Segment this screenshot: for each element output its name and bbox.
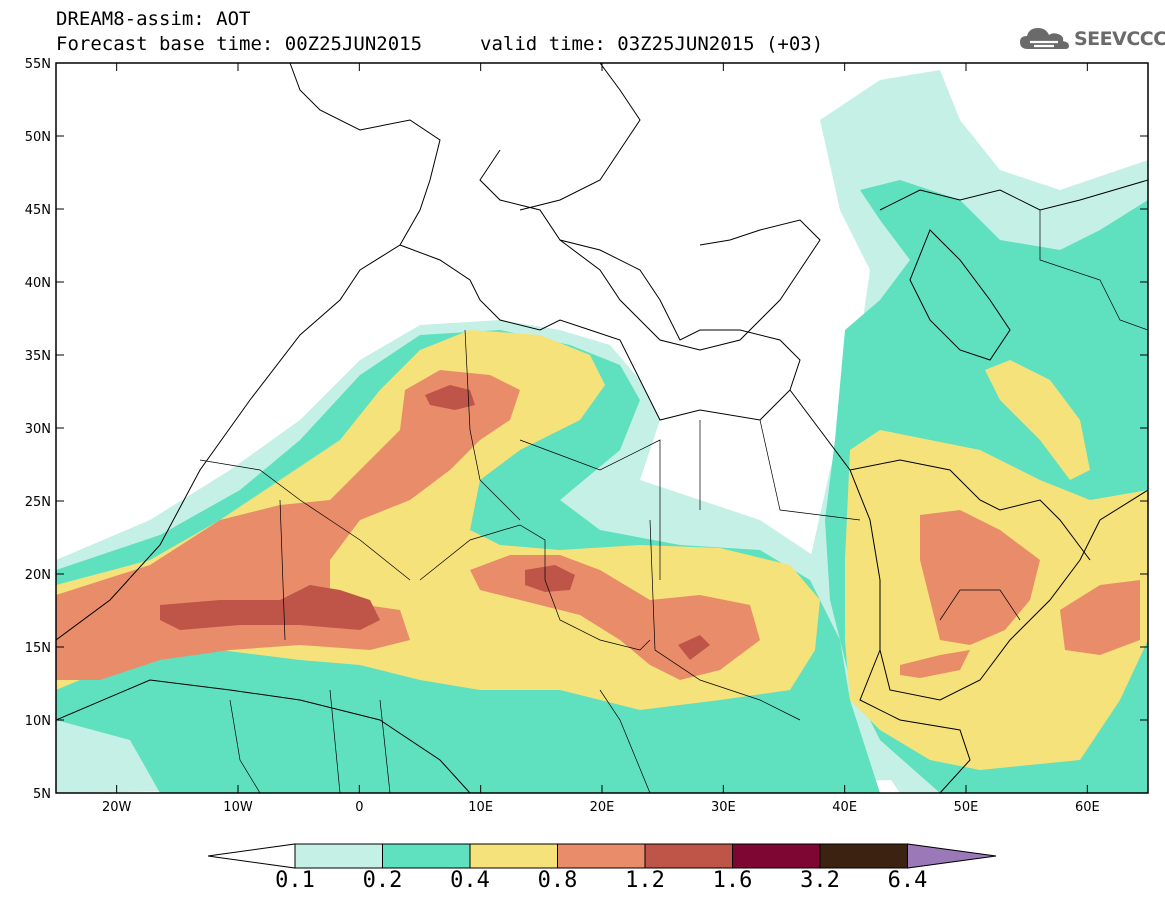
latitude-axis: 55N 50N 45N 40N 35N 30N 25N 20N 15N 10N 5N xyxy=(25,57,1148,802)
lon-tick-label: 50E xyxy=(954,800,979,815)
lon-tick-label: 40E xyxy=(832,800,857,815)
aot-band-0.8-arabian-sea xyxy=(1060,580,1140,655)
colorbar-level-label: 0.1 xyxy=(275,868,315,893)
aot-band-0.8 xyxy=(56,370,520,680)
colorbar-segment xyxy=(644,843,733,869)
lat-tick-label: 5N xyxy=(33,787,51,802)
colorbar-segment xyxy=(294,843,383,869)
colorbar-level-label: 0.4 xyxy=(450,868,490,893)
colorbar xyxy=(207,843,997,869)
logo-text: SEEVCCC xyxy=(1074,28,1165,50)
lat-tick-label: 35N xyxy=(25,349,51,364)
forecast-base-time: Forecast base time: 00Z25JUN2015 xyxy=(56,33,423,55)
cloud-logo-icon xyxy=(1020,28,1069,49)
lat-tick-label: 30N xyxy=(25,422,51,437)
dust-shading xyxy=(56,70,1148,793)
colorbar-segment xyxy=(469,843,558,869)
coastlines xyxy=(56,63,1148,793)
colorbar-level-label: 0.8 xyxy=(537,868,578,893)
lat-tick-label: 20N xyxy=(25,568,51,583)
lat-tick-label: 25N xyxy=(25,495,51,510)
aot-band-1.2-north xyxy=(425,385,475,410)
lat-tick-label: 10N xyxy=(25,714,51,729)
lat-tick-label: 40N xyxy=(25,276,51,291)
colorbar-level-label: 3.2 xyxy=(800,868,840,893)
colorbar-segment xyxy=(557,843,646,869)
colorbar-segment xyxy=(819,843,908,869)
colorbar-level-label: 6.4 xyxy=(887,868,928,893)
lat-tick-label: 50N xyxy=(25,130,51,145)
colorbar-level-label: 1.6 xyxy=(712,868,753,893)
map-title: DREAM8-assim: AOT xyxy=(56,8,251,30)
aot-band-1.2-sudan xyxy=(678,635,710,660)
colorbar-high-arrow xyxy=(907,843,997,869)
aot-band-1.2 xyxy=(160,585,380,630)
lon-tick-label: 30E xyxy=(711,800,736,815)
aot-band-0.8-yemen xyxy=(900,650,970,678)
aot-band-1.2-central xyxy=(525,565,575,592)
seevccc-logo: SEEVCCC xyxy=(1018,24,1165,54)
lon-tick-label: 0 xyxy=(355,800,363,815)
longitude-axis: 20W 10W 0 10E 20E 30E 40E 50E 60E xyxy=(102,63,1100,815)
valid-time: valid time: 03Z25JUN2015 (+03) xyxy=(480,33,824,55)
lat-tick-label: 45N xyxy=(25,203,51,218)
lon-tick-label: 60E xyxy=(1075,800,1100,815)
lon-tick-label: 20E xyxy=(590,800,615,815)
lon-tick-label: 10E xyxy=(468,800,493,815)
lat-tick-label: 15N xyxy=(25,641,51,656)
lon-tick-label: 10W xyxy=(223,800,253,815)
lon-tick-label: 20W xyxy=(102,800,132,815)
colorbar-low-arrow xyxy=(207,843,296,869)
colorbar-segment xyxy=(382,843,471,869)
aot-band-0.8-arabia xyxy=(920,510,1040,645)
country-borders xyxy=(199,210,1148,793)
colorbar-segment xyxy=(732,843,821,869)
lat-tick-label: 55N xyxy=(25,57,51,72)
aot-band-0.4-gulf xyxy=(985,360,1090,480)
colorbar-level-label: 0.2 xyxy=(362,868,403,893)
colorbar-level-label: 1.2 xyxy=(625,868,665,893)
